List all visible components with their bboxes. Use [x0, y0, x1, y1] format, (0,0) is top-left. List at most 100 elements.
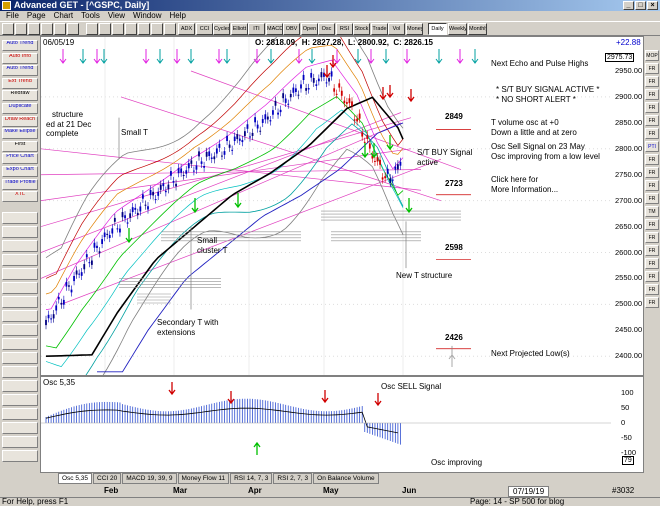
- right-tool-tm[interactable]: TM: [645, 206, 659, 217]
- toolbar-icon-button[interactable]: [67, 23, 79, 35]
- toolbar-stock-button[interactable]: Stock: [353, 23, 370, 35]
- right-tool-mop[interactable]: MOP: [645, 50, 659, 61]
- tab-on[interactable]: On Balance Volume: [313, 473, 379, 484]
- toolbox-draw-icon[interactable]: [2, 380, 38, 392]
- menu-help[interactable]: Help: [169, 11, 186, 20]
- right-tool-fr[interactable]: FR: [645, 76, 659, 87]
- toolbox-draw-icon[interactable]: [2, 408, 38, 420]
- toolbar-icon-button[interactable]: [138, 23, 150, 35]
- toolbox-trade-profile[interactable]: Trade Profile: [2, 178, 38, 190]
- toolbox-draw-icon[interactable]: [2, 338, 38, 350]
- toolbar-icon-button[interactable]: [28, 23, 40, 35]
- toolbar-icon-button[interactable]: [151, 23, 163, 35]
- right-tool-fr[interactable]: FR: [645, 167, 659, 178]
- toolbox-draw-icon[interactable]: [2, 254, 38, 266]
- toolbar-money-flow-button[interactable]: Money Flow: [406, 23, 423, 35]
- toolbox-draw-icon[interactable]: [2, 352, 38, 364]
- toolbox-draw-icon[interactable]: [2, 324, 38, 336]
- toolbox-draw-icon[interactable]: [2, 268, 38, 280]
- toolbox-duplicate[interactable]: Duplicate: [2, 103, 38, 114]
- toolbox-redraw[interactable]: Redraw: [2, 90, 38, 102]
- toolbar-elliott-trig-button[interactable]: Elliott Trig: [231, 23, 248, 35]
- toolbar-macd-button[interactable]: MACD: [266, 23, 283, 35]
- toolbox-draw-icon[interactable]: [2, 450, 38, 462]
- toolbar-osc-button[interactable]: Osc: [318, 23, 335, 35]
- toolbar-weekly-button[interactable]: Weekly: [448, 23, 467, 35]
- toolbox-draw-icon[interactable]: [2, 436, 38, 448]
- toolbar-open-close-button[interactable]: Open Close: [301, 23, 318, 35]
- toolbox-draw-icon[interactable]: [2, 394, 38, 406]
- tab-cci[interactable]: CCI 20: [93, 473, 122, 484]
- toolbar-iti-button[interactable]: ITI: [248, 23, 265, 35]
- right-tool-fr[interactable]: FR: [645, 63, 659, 74]
- right-tool-fr[interactable]: FR: [645, 258, 659, 269]
- tab-osc[interactable]: Osc 5,35: [58, 473, 93, 484]
- toolbar-icon-button[interactable]: [125, 23, 137, 35]
- right-tool-fr[interactable]: FR: [645, 193, 659, 204]
- toolbox-draw-icon[interactable]: [2, 282, 38, 294]
- tab-rsi[interactable]: RSI 14, 7, 3: [230, 473, 273, 484]
- toolbar-cycles-button[interactable]: Cycles: [213, 23, 230, 35]
- right-tool-fr[interactable]: FR: [645, 128, 659, 139]
- right-tool-fr[interactable]: FR: [645, 284, 659, 295]
- menu-window[interactable]: Window: [133, 11, 162, 20]
- toolbar-icon-button[interactable]: [164, 23, 176, 35]
- toolbar-icon-button[interactable]: [99, 23, 111, 35]
- toolbar-icon-button[interactable]: [2, 23, 14, 35]
- toolbox-auto-trend[interactable]: Auto Trend: [2, 65, 38, 77]
- price-chart-panel[interactable]: 06/05/19 O: 2818.09, H: 2827.28, L: 2800…: [40, 36, 644, 376]
- toolbox-draw-icon[interactable]: [2, 310, 38, 322]
- toolbox-draw-icon[interactable]: [2, 296, 38, 308]
- close-button[interactable]: ×: [647, 1, 658, 10]
- menu-chart[interactable]: Chart: [53, 11, 74, 20]
- menu-page[interactable]: Page: [26, 11, 46, 20]
- toolbar-rsi-button[interactable]: RSI: [336, 23, 353, 35]
- right-tool-pti[interactable]: PTI: [645, 141, 659, 152]
- toolbox-price-chart[interactable]: Price Chart: [2, 153, 38, 165]
- tab-money[interactable]: Money Flow 11: [177, 473, 230, 484]
- tab-macd[interactable]: MACD 19, 39, 9: [122, 473, 177, 484]
- maximize-button[interactable]: □: [635, 1, 646, 10]
- right-tool-fr[interactable]: FR: [645, 89, 659, 100]
- toolbox-first[interactable]: First: [2, 140, 38, 152]
- toolbox-draw-icon[interactable]: [2, 212, 38, 224]
- toolbox-draw-icon[interactable]: [2, 226, 38, 238]
- toolbar-adx-dmi-button[interactable]: ADX DMI: [178, 23, 195, 35]
- right-tool-fr[interactable]: FR: [645, 245, 659, 256]
- toolbox-xtl[interactable]: XTL: [2, 191, 38, 203]
- right-tool-fr[interactable]: FR: [645, 232, 659, 243]
- toolbox-auto-info[interactable]: Auto Info: [2, 52, 38, 64]
- toolbox-draw-icon[interactable]: [2, 422, 38, 434]
- toolbar-trade-stock-button[interactable]: Trade Stock: [371, 23, 388, 35]
- toolbar-icon-button[interactable]: [15, 23, 27, 35]
- oscillator-panel[interactable]: Osc 5,35 Osc SELL Signal Osc improving 1…: [40, 376, 644, 473]
- right-tool-fr[interactable]: FR: [645, 219, 659, 230]
- right-tool-fr[interactable]: FR: [645, 115, 659, 126]
- toolbox-draw-icon[interactable]: [2, 240, 38, 252]
- toolbox-draw-icon[interactable]: [2, 366, 38, 378]
- menu-view[interactable]: View: [107, 11, 126, 20]
- right-tool-fr[interactable]: FR: [645, 180, 659, 191]
- toolbox-ext-trend[interactable]: Ext Trend: [2, 77, 38, 89]
- toolbar-cci-button[interactable]: CCI: [196, 23, 213, 35]
- right-tool-fr[interactable]: FR: [645, 271, 659, 282]
- toolbar-vol-button[interactable]: Vol: [388, 23, 405, 35]
- toolbar-daily-button[interactable]: Daily: [428, 23, 447, 35]
- toolbox-auto-trend[interactable]: Auto Trend: [2, 40, 38, 51]
- toolbar-icon-button[interactable]: [41, 23, 53, 35]
- right-tool-fr[interactable]: FR: [645, 297, 659, 308]
- minimize-button[interactable]: _: [623, 1, 634, 10]
- toolbar-icon-button[interactable]: [86, 23, 98, 35]
- toolbar-icon-button[interactable]: [112, 23, 124, 35]
- menu-tools[interactable]: Tools: [81, 11, 100, 20]
- right-tool-fr[interactable]: FR: [645, 102, 659, 113]
- more-info-label[interactable]: More Information...: [491, 185, 559, 194]
- right-tool-fr[interactable]: FR: [645, 154, 659, 165]
- toolbox-make-ellipse[interactable]: Make Ellipse: [2, 128, 38, 140]
- menu-file[interactable]: File: [6, 11, 19, 20]
- click-here-label[interactable]: Click here for: [491, 175, 539, 184]
- toolbar-monthly-button[interactable]: Monthly: [468, 23, 487, 35]
- toolbar-obv-button[interactable]: OBV: [283, 23, 300, 35]
- toolbox-draw-reach[interactable]: Draw Reach: [2, 115, 38, 127]
- toolbox-expo-chart[interactable]: Expo Chart: [2, 166, 38, 177]
